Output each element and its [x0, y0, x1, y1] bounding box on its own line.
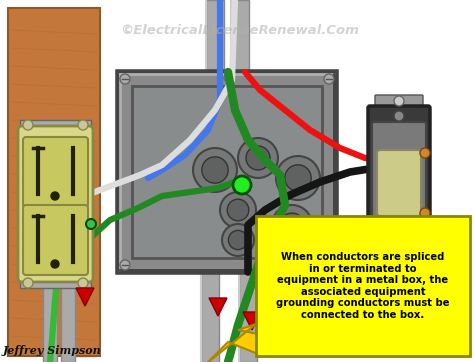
Text: ©ElectricalLicenseRenewal.Com: ©ElectricalLicenseRenewal.Com: [120, 24, 359, 37]
FancyBboxPatch shape: [20, 120, 91, 130]
Circle shape: [120, 74, 130, 84]
FancyBboxPatch shape: [368, 106, 430, 290]
Circle shape: [120, 260, 130, 270]
Circle shape: [233, 176, 251, 194]
Circle shape: [394, 275, 404, 285]
Circle shape: [51, 260, 59, 268]
Circle shape: [324, 260, 334, 270]
Circle shape: [394, 111, 404, 121]
Circle shape: [227, 199, 249, 221]
Polygon shape: [243, 312, 261, 330]
Circle shape: [394, 96, 404, 106]
Circle shape: [276, 156, 320, 200]
Circle shape: [78, 120, 88, 130]
Polygon shape: [43, 270, 57, 362]
Polygon shape: [239, 272, 257, 362]
Circle shape: [324, 74, 334, 84]
Circle shape: [222, 224, 254, 256]
FancyBboxPatch shape: [18, 126, 93, 282]
Circle shape: [420, 243, 430, 253]
Polygon shape: [8, 8, 100, 356]
FancyBboxPatch shape: [375, 291, 423, 303]
FancyBboxPatch shape: [375, 95, 423, 107]
Circle shape: [285, 165, 311, 191]
FancyBboxPatch shape: [377, 150, 421, 216]
Circle shape: [86, 219, 96, 229]
Circle shape: [51, 192, 59, 200]
Text: Jeffrey Simpson: Jeffrey Simpson: [3, 345, 101, 355]
Circle shape: [228, 230, 247, 250]
FancyBboxPatch shape: [118, 72, 336, 272]
Circle shape: [394, 292, 404, 302]
Polygon shape: [206, 0, 224, 80]
Circle shape: [238, 138, 278, 178]
Circle shape: [202, 157, 228, 183]
Circle shape: [280, 213, 304, 237]
Polygon shape: [61, 270, 75, 362]
Polygon shape: [206, 324, 258, 362]
FancyBboxPatch shape: [132, 86, 322, 258]
Circle shape: [420, 208, 430, 218]
Circle shape: [220, 192, 256, 228]
FancyBboxPatch shape: [256, 216, 470, 356]
Polygon shape: [231, 0, 249, 80]
Circle shape: [23, 120, 33, 130]
FancyBboxPatch shape: [23, 137, 88, 207]
Circle shape: [78, 278, 88, 288]
FancyBboxPatch shape: [372, 122, 426, 274]
Circle shape: [246, 146, 270, 170]
Circle shape: [193, 148, 237, 192]
Circle shape: [23, 278, 33, 288]
Circle shape: [272, 205, 312, 245]
FancyBboxPatch shape: [23, 205, 88, 275]
Polygon shape: [209, 298, 227, 316]
FancyBboxPatch shape: [20, 278, 91, 288]
Polygon shape: [76, 288, 94, 306]
Text: When conductors are spliced
in or terminated to
equipment in a metal box, the
as: When conductors are spliced in or termin…: [276, 252, 450, 320]
Circle shape: [420, 148, 430, 158]
Circle shape: [224, 75, 230, 81]
Polygon shape: [201, 272, 219, 362]
